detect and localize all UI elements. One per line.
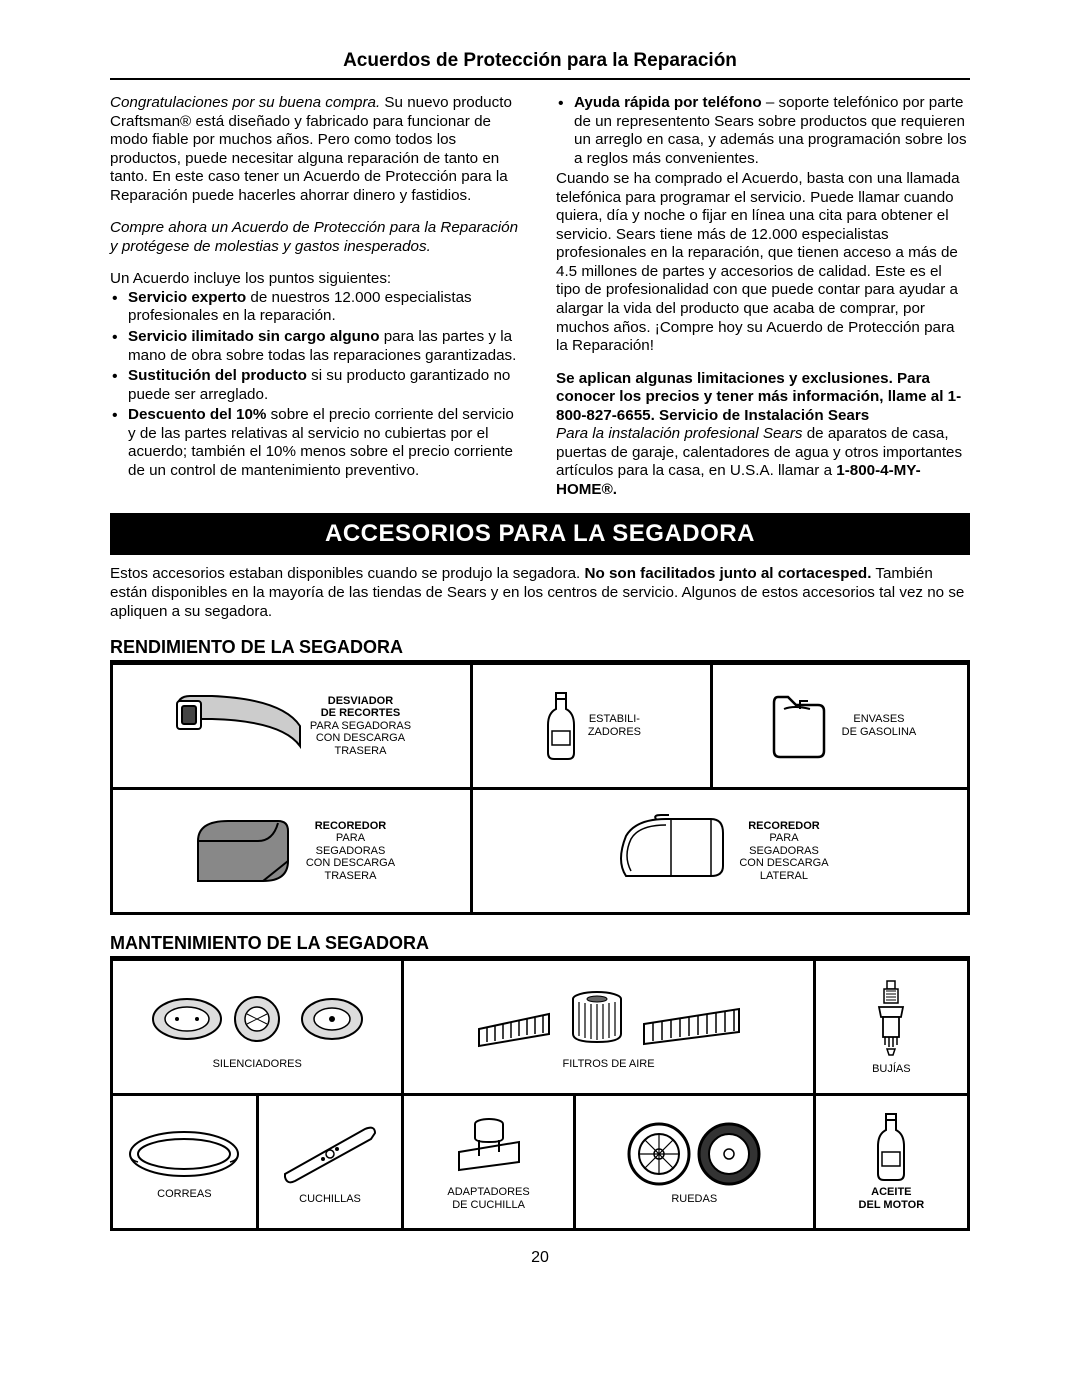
performance-table: DESVIADOR DE RECORTESPARA SEGADORAS CON … [110,662,970,915]
rear-catcher-label: RECOREDORPARA SEGADORAS CON DESCARGA TRA… [306,820,395,883]
list-item: Sustitución del producto si su producto … [128,367,524,404]
buy-now-italic: Compre ahora un Acuerdo de Protección pa… [110,219,524,256]
wheel-icon [624,1119,764,1189]
list-item: Descuento del 10% sobre el precio corrie… [128,406,524,480]
adapter-icon [444,1112,534,1182]
blades-label: CUCHILLAS [299,1193,361,1206]
performance-heading: RENDIMIENTO DE LA SEGADORA [110,637,970,662]
blade-icon [275,1119,385,1189]
airfilters-label: FILTROS DE AIRE [563,1058,655,1071]
oil-icon [872,1112,910,1182]
gascan-label: ENVASES DE GASOLINA [842,713,917,738]
mufflers-label: SILENCIADORES [213,1058,302,1071]
agreement-intro: Un Acuerdo incluye los puntos siguientes… [110,270,524,289]
call-info: Cuando se ha comprado el Acuerdo, basta … [556,170,970,355]
gascan-icon [764,691,834,761]
deflector-icon [172,691,302,761]
deflector-label: DESVIADOR DE RECORTESPARA SEGADORAS CON … [310,695,411,758]
bottle-icon [542,691,580,761]
page-number: 20 [110,1249,970,1267]
side-catcher-label: RECOREDORPARA SEGADORAS CON DESCARGA LAT… [739,820,828,883]
list-item: Servicio experto de nuestros 12.000 espe… [128,289,524,326]
list-item: Ayuda rápida por teléfono – soporte tele… [574,94,970,168]
sparkplug-icon [871,979,911,1059]
belts-label: CORREAS [157,1188,211,1201]
accessories-intro: Estos accesorios estaban disponibles cua… [110,565,970,621]
airfilter-icon [469,984,749,1054]
stabilizer-label: ESTABILI- ZADORES [588,713,641,738]
wheels-label: RUEDAS [671,1193,717,1206]
limitations-bold: Se aplican algunas limitaciones y exclus… [556,370,970,426]
adapters-label: ADAPTADORES DE CUCHILLA [447,1186,529,1211]
right-column: Ayuda rápida por teléfono – soporte tele… [556,94,970,499]
sparkplugs-label: BUJÍAS [872,1063,911,1076]
side-catcher-icon [611,811,731,891]
install-italic: Para la instalación profesional Sears [556,425,803,442]
maintenance-table: SILENCIADORES [110,958,970,1231]
muffler-icon [147,984,367,1054]
rear-catcher-icon [188,811,298,891]
two-column-body: Congratulaciones por su buena compra. Su… [110,94,970,499]
section-banner: ACCESORIOS PARA LA SEGADORA [110,513,970,555]
list-item: Servicio ilimitado sin cargo alguno para… [128,328,524,365]
agreement-list: Servicio experto de nuestros 12.000 espe… [110,289,524,480]
belt-icon [124,1124,244,1184]
left-column: Congratulaciones por su buena compra. Su… [110,94,524,499]
congrats-italic: Congratulaciones por su buena compra. [110,94,380,111]
maintenance-heading: MANTENIMIENTO DE LA SEGADORA [110,933,970,958]
page-title: Acuerdos de Protección para la Reparació… [110,50,970,80]
oil-label: ACEITEDEL MOTOR [859,1186,925,1211]
